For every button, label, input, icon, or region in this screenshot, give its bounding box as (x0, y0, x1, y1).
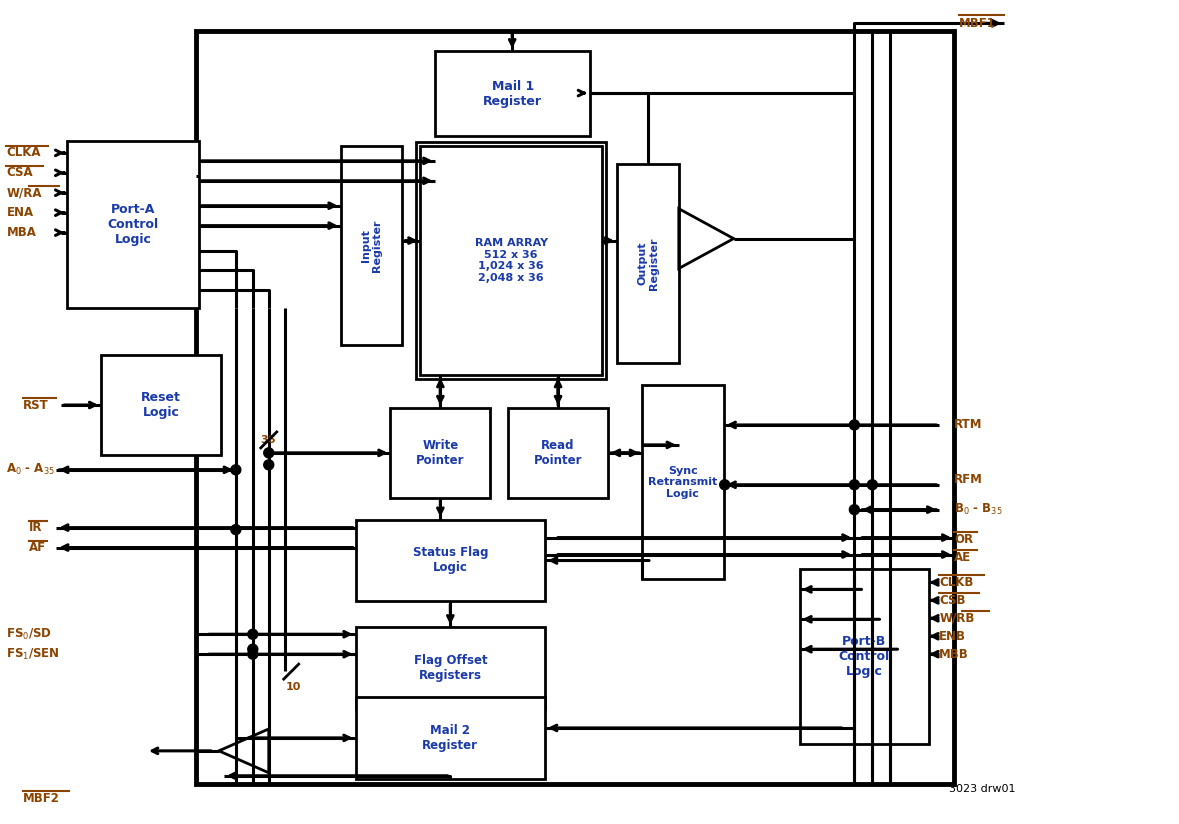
Text: Port-A
Control
Logic: Port-A Control Logic (107, 204, 159, 246)
Circle shape (248, 644, 258, 654)
Text: ENA: ENA (6, 206, 33, 219)
Circle shape (868, 480, 877, 489)
Text: AE: AE (954, 551, 971, 564)
Circle shape (849, 480, 859, 489)
Bar (101, 355, 220, 455)
Bar (67, 141, 199, 308)
Circle shape (719, 480, 730, 489)
Text: MBF1: MBF1 (960, 16, 996, 30)
Bar (416, 142, 606, 379)
Text: CLKA: CLKA (6, 147, 41, 159)
Bar (390, 408, 490, 498)
Bar (641, 385, 724, 579)
Circle shape (231, 465, 241, 475)
Text: W/RB: W/RB (940, 611, 975, 625)
Text: RTM: RTM (954, 419, 982, 432)
Text: Status Flag
Logic: Status Flag Logic (413, 546, 488, 574)
Circle shape (248, 630, 258, 639)
Text: Mail 1
Register: Mail 1 Register (483, 80, 542, 108)
Text: IR: IR (29, 521, 42, 534)
Bar (341, 146, 402, 345)
Text: Read
Pointer: Read Pointer (534, 439, 582, 467)
Bar (508, 408, 608, 498)
Bar (356, 520, 545, 602)
Bar (435, 51, 590, 136)
Text: FS$_1$/SEN: FS$_1$/SEN (6, 647, 60, 662)
Circle shape (248, 649, 258, 659)
Text: FS$_0$/SD: FS$_0$/SD (6, 627, 52, 642)
Text: B$_0$ - B$_{35}$: B$_0$ - B$_{35}$ (954, 502, 1002, 517)
Text: 36: 36 (261, 435, 276, 445)
Bar (196, 31, 954, 784)
Text: MBF2: MBF2 (24, 792, 60, 805)
Text: W/RA: W/RA (6, 186, 42, 199)
Text: Write
Pointer: Write Pointer (416, 439, 465, 467)
Text: MBA: MBA (6, 226, 37, 239)
Text: CSB: CSB (940, 594, 966, 606)
Text: Output
Register: Output Register (637, 237, 659, 290)
Text: Mail 2
Register: Mail 2 Register (422, 724, 479, 751)
Text: CSA: CSA (6, 166, 33, 180)
Circle shape (849, 504, 859, 515)
Text: A$_0$ - A$_{35}$: A$_0$ - A$_{35}$ (6, 462, 55, 477)
Text: CLKB: CLKB (940, 576, 974, 589)
Bar (799, 569, 929, 744)
Text: Sync
Retransmit
Logic: Sync Retransmit Logic (648, 466, 717, 499)
Bar (356, 627, 545, 709)
Text: 3023 drw01: 3023 drw01 (949, 784, 1015, 794)
Circle shape (849, 420, 859, 430)
Circle shape (231, 525, 241, 535)
Bar (617, 164, 679, 363)
Text: Input
Register: Input Register (361, 219, 382, 272)
Text: RAM ARRAY
512 x 36
1,024 x 36
2,048 x 36: RAM ARRAY 512 x 36 1,024 x 36 2,048 x 36 (475, 238, 548, 283)
Text: 10: 10 (285, 682, 301, 692)
Text: OR: OR (954, 533, 973, 546)
Text: Port-B
Control
Logic: Port-B Control Logic (838, 635, 890, 678)
Bar (421, 146, 602, 375)
Text: MBB: MBB (940, 648, 969, 661)
Text: ENB: ENB (940, 630, 966, 643)
Text: Flag Offset
Registers: Flag Offset Registers (414, 654, 487, 682)
Bar (356, 697, 545, 779)
Circle shape (264, 448, 274, 458)
Text: Reset
Logic: Reset Logic (141, 391, 180, 419)
Circle shape (264, 460, 274, 470)
Text: RST: RST (24, 399, 50, 411)
Text: AF: AF (29, 541, 46, 554)
Text: RFM: RFM (954, 473, 983, 486)
